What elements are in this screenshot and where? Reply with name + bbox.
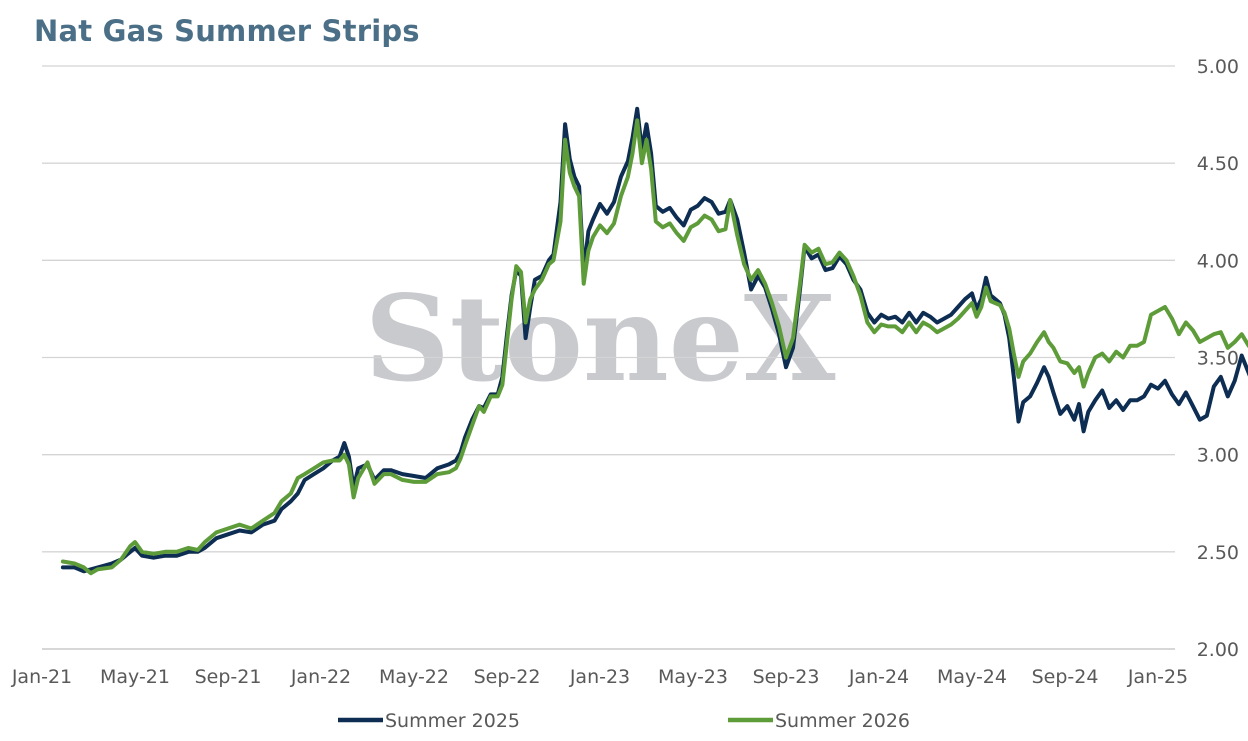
y-tick-label: 4.00 <box>1197 250 1239 272</box>
legend-label: Summer 2025 <box>385 710 520 732</box>
x-tick-label: May-24 <box>937 666 1007 688</box>
watermark: StoneX <box>365 269 836 408</box>
y-axis-tick-labels: 2.00 2.50 3.00 3.50 4.00 4.50 5.00 <box>1197 56 1239 661</box>
y-tick-label: 2.00 <box>1197 639 1239 661</box>
legend-label: Summer 2026 <box>775 710 910 732</box>
series-line-1 <box>60 106 1248 574</box>
x-tick-label: Jan-24 <box>848 666 909 688</box>
x-tick-label: May-22 <box>379 666 449 688</box>
x-tick-label: May-23 <box>658 666 728 688</box>
x-tick-label: Sep-21 <box>195 666 262 688</box>
series-lines <box>60 106 1248 576</box>
legend: Summer 2025 Summer 2026 <box>338 710 910 732</box>
x-tick-label: Sep-24 <box>1032 666 1099 688</box>
y-tick-label: 2.50 <box>1197 542 1239 564</box>
chart-title: Nat Gas Summer Strips <box>34 14 420 48</box>
y-tick-label: 3.00 <box>1197 445 1239 467</box>
series-line-2 <box>60 118 1248 576</box>
grid-lines <box>42 65 1175 650</box>
x-tick-label: Jan-22 <box>290 666 351 688</box>
y-tick-label: 3.50 <box>1197 348 1239 370</box>
x-axis-tick-labels: Jan-21 May-21 Sep-21 Jan-22 May-22 Sep-22 Jan-… <box>11 666 1188 688</box>
x-tick-label: Jan-23 <box>569 666 630 688</box>
x-tick-label: Jan-25 <box>1127 666 1188 688</box>
y-tick-label: 5.00 <box>1197 56 1239 78</box>
x-tick-label: May-21 <box>100 666 170 688</box>
x-tick-label: Sep-23 <box>753 666 820 688</box>
y-tick-label: 4.50 <box>1197 153 1239 175</box>
x-tick-label: Sep-22 <box>474 666 541 688</box>
x-tick-label: Jan-21 <box>11 666 72 688</box>
